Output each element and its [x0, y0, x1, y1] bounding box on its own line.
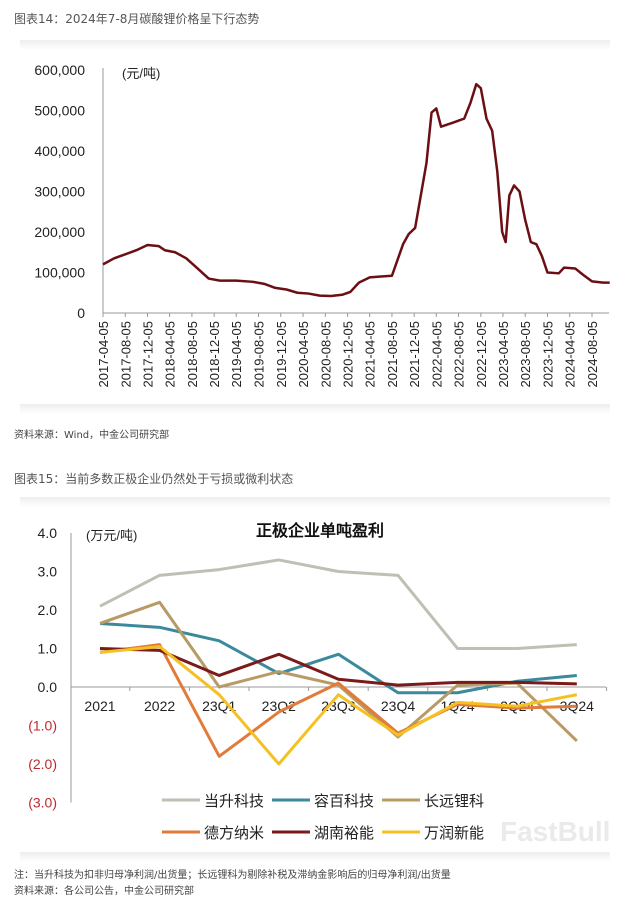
x-tick-label: 2022-04-05: [429, 321, 444, 388]
y-tick-label: (2.0): [28, 756, 57, 772]
x-tick-label: 2023-04-05: [496, 321, 511, 388]
x-tick-label: 2019-08-05: [252, 321, 267, 388]
y-tick-label: 0: [77, 305, 85, 321]
x-tick-label: 2022-08-05: [452, 321, 467, 388]
divider: [20, 852, 610, 862]
x-tick-label: 2020-08-05: [318, 321, 333, 388]
legend-label: 长远锂科: [424, 793, 484, 810]
y-tick-label: 2.0: [38, 602, 58, 618]
y-axis-unit: (元/吨): [122, 66, 160, 81]
x-tick-label: 2024-08-05: [585, 321, 600, 388]
x-tick-label: 2017-04-05: [96, 321, 111, 388]
legend-label: 湖南裕能: [314, 825, 374, 842]
figure14-caption: 图表14：2024年7-8月碳酸锂价格呈下行态势: [14, 12, 260, 26]
x-tick-label: 2018-12-05: [207, 321, 222, 388]
figure15-source: 资料来源：各公司公告，中金公司研究部: [14, 886, 194, 897]
x-tick-label: 2023-08-05: [518, 321, 533, 388]
figure14-source: 资料来源：Wind，中金公司研究部: [14, 430, 170, 441]
x-tick-label: 23Q2: [262, 698, 296, 714]
legend-label: 德方纳米: [204, 824, 264, 842]
cathode-profit-chart: 正极企业单吨盈利 (万元/吨) 4.0 3.0 2.0 1.0 0.0 (1.0) (2.0) (…: [28, 521, 608, 842]
y-tick-label: 600,000: [34, 62, 85, 78]
legend-label: 容百科技: [314, 793, 374, 810]
chart-title: 正极企业单吨盈利: [256, 521, 384, 540]
series-line-5: [99, 645, 578, 766]
lithium-price-chart: 0 100,000 200,000 300,000 400,000 500,000 600,…: [34, 62, 610, 388]
x-tick-label: 2021: [84, 698, 115, 714]
y-tick-label: 4.0: [38, 525, 58, 541]
y-tick-label: 400,000: [34, 143, 85, 159]
y-tick-label: 200,000: [34, 224, 85, 240]
x-tick-label: 2017-08-05: [118, 321, 133, 388]
x-tick-label: 2020-04-05: [296, 321, 311, 388]
x-tick-label: 23Q4: [381, 698, 415, 714]
y-tick-label: 3.0: [38, 564, 58, 580]
y-tick-label: 100,000: [34, 265, 85, 281]
y-tick-label: 0.0: [38, 679, 58, 695]
x-tick-label: 23Q1: [202, 698, 236, 714]
legend-label: 万润新能: [424, 825, 484, 842]
legend-label: 当升科技: [204, 793, 264, 810]
x-tick-label: 2018-04-05: [163, 321, 178, 388]
x-tick-label: 2021-04-05: [363, 321, 378, 388]
x-tick-label: 2021-12-05: [407, 321, 422, 388]
y-tick-label: 500,000: [34, 103, 85, 119]
figure15-caption: 图表15：当前多数正极企业仍然处于亏损或微利状态: [14, 472, 294, 486]
x-tick-label: 2017-12-05: [141, 321, 156, 388]
y-axis-unit: (万元/吨): [86, 528, 137, 543]
x-tick-label: 2021-08-05: [385, 321, 400, 388]
x-tick-label: 2019-12-05: [274, 321, 289, 388]
divider: [20, 404, 610, 414]
x-tick-label: 2019-04-05: [229, 321, 244, 388]
series-line-3: [99, 643, 577, 758]
y-tick-label: (1.0): [28, 718, 57, 734]
x-tick-label: 23Q3: [321, 698, 355, 714]
divider: [20, 497, 610, 507]
series-line-0: [99, 558, 577, 650]
x-tick-label: 2020-12-05: [341, 321, 356, 388]
x-tick-label: 3Q24: [560, 698, 594, 714]
y-tick-label: 1.0: [38, 641, 58, 657]
watermark: FastBull: [500, 816, 611, 847]
x-tick-label: 2022: [144, 698, 175, 714]
x-tick-label: 2024-04-05: [563, 321, 578, 388]
figure15-note: 注：当升科技为扣非归母净利润/出货量；长远锂科为剔除补税及滞纳金影响后的归母净利…: [14, 870, 451, 881]
y-tick-label: (3.0): [28, 795, 57, 811]
price-line: [102, 82, 610, 298]
series-line-2: [99, 600, 578, 742]
divider: [20, 40, 610, 50]
y-tick-label: 300,000: [34, 184, 85, 200]
x-tick-label: 2022-12-05: [474, 321, 489, 388]
series-line-4: [99, 647, 577, 687]
x-tick-label: 2023-12-05: [540, 321, 555, 388]
x-tick-label: 2018-08-05: [185, 321, 200, 388]
